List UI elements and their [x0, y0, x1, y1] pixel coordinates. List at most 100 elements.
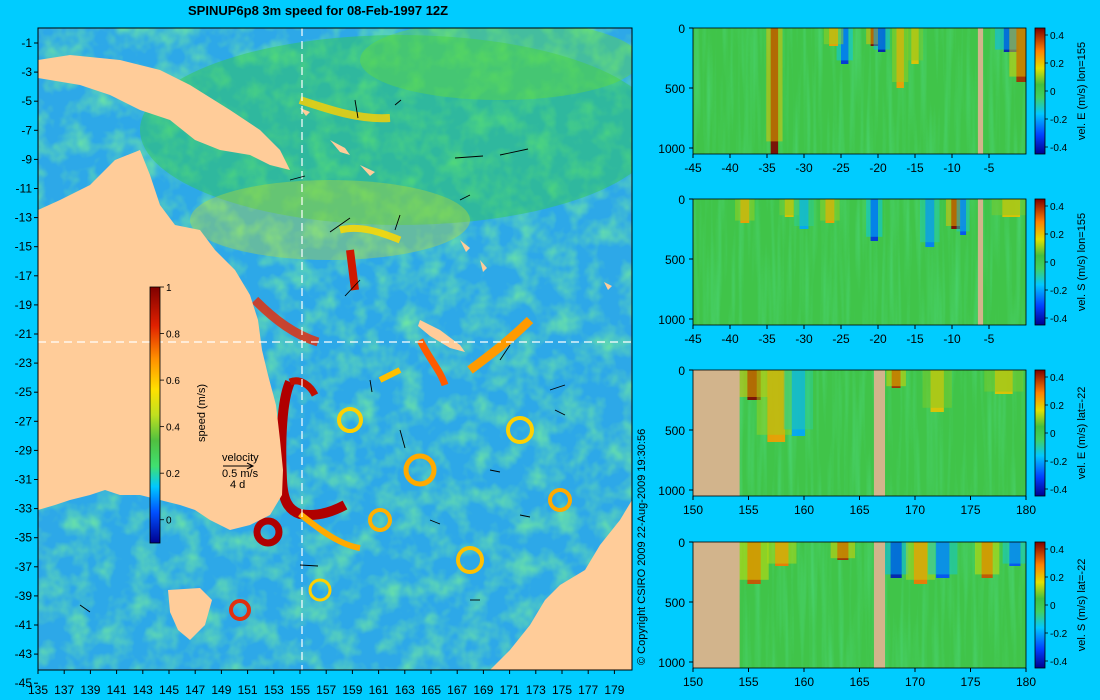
lat-tick-label: -35	[15, 531, 33, 545]
section-colorbar-tick-label: 0.2	[1050, 401, 1064, 412]
speed-colorbar-tick-label: 0.8	[166, 330, 180, 341]
section-feature-halo	[883, 542, 909, 575]
lon-tick-label: 141	[107, 683, 127, 697]
lon-tick-label: 157	[316, 683, 336, 697]
section-colorbar-tick-label: 0.4	[1050, 31, 1064, 42]
lat-tick-label: -43	[15, 647, 33, 661]
section-colorbar-tick-label: -0.4	[1050, 143, 1068, 154]
section-feature-halo	[984, 370, 1024, 392]
lat-tick-label: -23	[15, 356, 33, 370]
section-y-tick-label: 500	[665, 424, 685, 438]
section-colorbar-label: vel. E (m/s) lon=155	[1076, 42, 1088, 140]
section-land	[873, 370, 886, 496]
lon-tick-label: 165	[421, 683, 441, 697]
section-x-tick-label: 165	[849, 503, 869, 517]
lon-tick-label: 173	[526, 683, 546, 697]
section-feature-halo	[920, 199, 940, 243]
section-colorbar-tick-label: 0.4	[1050, 373, 1064, 384]
section-land	[873, 542, 886, 668]
tasmania-land	[168, 588, 212, 640]
section-x-tick-label: 150	[683, 503, 703, 517]
section-x-tick-label: -45	[684, 332, 702, 346]
section-feature-halo	[766, 28, 783, 142]
lon-tick-label: 149	[211, 683, 231, 697]
lat-tick-label: -45	[15, 676, 33, 690]
section-x-tick-label: -15	[906, 332, 924, 346]
lat-tick-label: -15	[15, 240, 33, 254]
section-feature-halo	[1002, 542, 1026, 564]
lat-tick-label: -27	[15, 414, 33, 428]
section-feature-halo	[922, 370, 952, 408]
velocity-arrows	[79, 99, 566, 613]
lon-tick-label: 151	[238, 683, 258, 697]
lat-tick-label: -31	[15, 473, 33, 487]
section-x-tick-label: 155	[738, 675, 758, 689]
section-colorbar-tick-label: 0.2	[1050, 59, 1064, 70]
speed-colorbar-gradient	[149, 286, 161, 544]
speed-colorbar-tick-label: 0.2	[166, 469, 180, 480]
section-x-tick-label: 170	[905, 503, 925, 517]
lat-axis: -1 -3 -5 -7 -9 -11 -13 -15 -17 -19 -21 -23 -25 -27 -29…	[15, 36, 38, 690]
lon-tick-label: 171	[500, 683, 520, 697]
section-colorbar-tick-label: -0.4	[1050, 314, 1068, 325]
velocity-key-title: velocity	[222, 452, 259, 464]
speed-colorbar-tick-label: 1	[166, 283, 172, 294]
section-y-tick-label: 0	[678, 193, 685, 207]
section-colorbar-tick-label: 0.2	[1050, 230, 1064, 241]
lon-tick-label: 143	[133, 683, 153, 697]
section-feature-halo	[779, 199, 799, 216]
velocity-key: velocity 0.5 m/s 4 d	[222, 452, 259, 491]
section-y-tick-label: 1000	[658, 484, 685, 498]
lon-tick-label: 177	[578, 683, 598, 697]
lon-tick-label: 155	[290, 683, 310, 697]
section-y-tick-label: 0	[678, 364, 685, 378]
lon-tick-label: 139	[80, 683, 100, 697]
new-caledonia-land	[418, 320, 465, 352]
lat-tick-label: -17	[15, 269, 33, 283]
section-colorbar-tick-label: -0.2	[1050, 629, 1068, 640]
section-panel: -45 -40 -35 -30 -25 -20 -15 -10 -5 0 500 1000 0.4 0.2…	[658, 193, 1088, 346]
section-x-tick-label: -35	[758, 332, 776, 346]
map-frame	[37, 27, 633, 671]
section-y-tick-label: 0	[678, 22, 685, 36]
section-feature-halo	[823, 28, 844, 45]
section-x-tick-label: -25	[832, 332, 850, 346]
section-feature-halo	[794, 199, 814, 226]
section-x-tick-label: 155	[738, 503, 758, 517]
section-colorbar	[1034, 198, 1046, 326]
lon-tick-label: 147	[185, 683, 205, 697]
section-colorbar-tick-label: 0.2	[1050, 573, 1064, 584]
section-x-tick-label: 170	[905, 675, 925, 689]
section-x-tick-label: 150	[683, 675, 703, 689]
section-x-tick-label: -30	[795, 332, 813, 346]
section-x-tick-label: 160	[794, 503, 814, 517]
section-feature-halo	[873, 28, 890, 50]
section-colorbar	[1034, 369, 1046, 497]
lat-tick-label: -33	[15, 502, 33, 516]
section-feature-halo	[928, 542, 958, 575]
lon-tick-label: 137	[54, 683, 74, 697]
section-x-tick-label: -15	[906, 161, 924, 175]
lon-tick-label: 159	[342, 683, 362, 697]
lon-tick-label: 167	[447, 683, 467, 697]
section-x-tick-label: 160	[794, 675, 814, 689]
lat-tick-label: -11	[16, 182, 33, 196]
section-x-tick-label: -40	[721, 332, 739, 346]
speed-colorbar: 1 0.8 0.6 0.4 0.2 0 speed (m/s)	[149, 283, 208, 544]
speed-colorbar-tick-label: 0	[166, 516, 172, 527]
speed-colorbar-label: speed (m/s)	[196, 384, 208, 442]
section-y-tick-label: 500	[665, 82, 685, 96]
lat-tick-label: -39	[15, 589, 33, 603]
speed-colorbar-tick-label: 0.6	[166, 376, 180, 387]
section-feature-halo	[1009, 28, 1026, 77]
section-panel: 150 155 160 165 170 175 180 0 500 1000 0.4 0.2 0 -0.2…	[658, 364, 1088, 517]
velocity-key-time: 4 d	[230, 479, 245, 491]
section-feature-halo	[830, 542, 856, 559]
section-feature-halo	[767, 542, 797, 564]
section-y-tick-label: 1000	[658, 313, 685, 327]
section-colorbar-tick-label: 0	[1050, 601, 1056, 612]
section-panel: -45 -40 -35 -30 -25 -20 -15 -10 -5 0 500 1000 0.4 0.2…	[658, 22, 1088, 175]
section-feature-halo	[739, 542, 769, 580]
speed-colorbar-tick-label: 0.4	[166, 423, 180, 434]
lon-tick-label: 169	[473, 683, 493, 697]
